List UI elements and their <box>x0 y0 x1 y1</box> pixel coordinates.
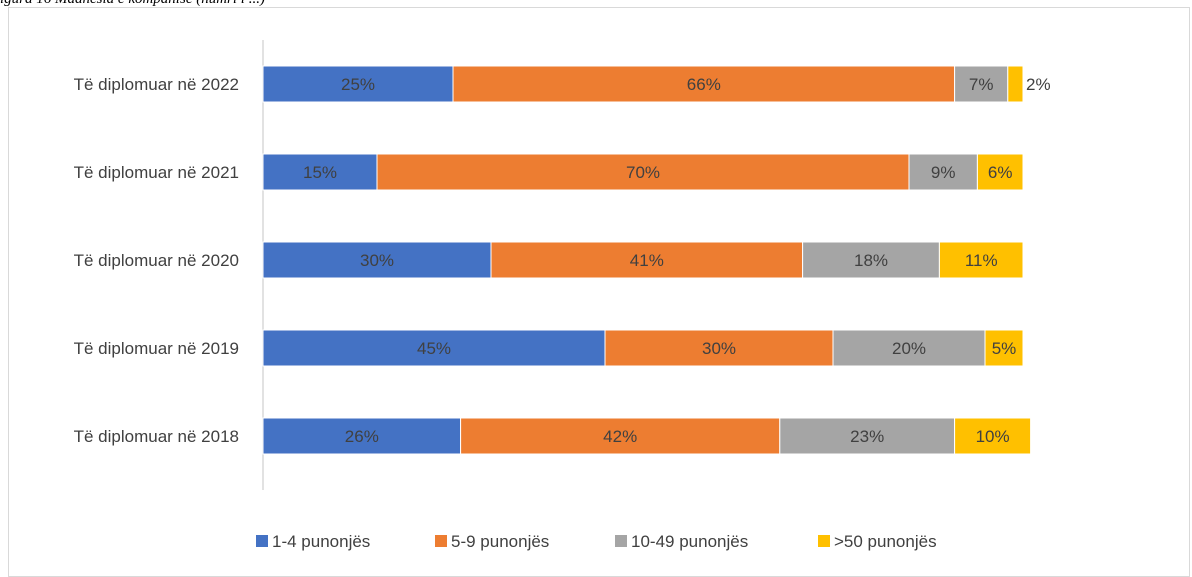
bar-segment <box>954 65 1009 103</box>
category-label: Të diplomuar në 2020 <box>74 251 239 270</box>
legend-label: 5-9 punonjës <box>451 532 549 551</box>
data-label: 5% <box>992 339 1017 358</box>
data-label: 7% <box>969 75 994 94</box>
bar-segment <box>976 153 1024 191</box>
legend-label: >50 punonjës <box>834 532 937 551</box>
bar-segment <box>262 417 462 455</box>
data-label: 70% <box>626 163 660 182</box>
bar-segment <box>1007 65 1024 103</box>
data-label: 42% <box>603 427 637 446</box>
bar-segment <box>938 241 1024 279</box>
bar-segment <box>779 417 956 455</box>
data-label: 26% <box>345 427 379 446</box>
category-label: Të diplomuar në 2019 <box>74 339 239 358</box>
bar-segment <box>376 153 910 191</box>
legend-label: 1-4 punonjës <box>272 532 370 551</box>
data-label: 66% <box>687 75 721 94</box>
data-label: 23% <box>850 427 884 446</box>
data-label: 41% <box>630 251 664 270</box>
data-label: 15% <box>303 163 337 182</box>
data-label: 45% <box>417 339 451 358</box>
bar-segment <box>954 417 1032 455</box>
bar-segment <box>490 241 804 279</box>
bar-segment <box>262 241 492 279</box>
figure-caption: igura 16 Madhësia e kompanisë (numri i .… <box>0 0 265 8</box>
chart-legend: 1-4 punonjës 5-9 punonjës 10-49 punonjës >5… <box>256 532 937 551</box>
bar-segment <box>262 153 378 191</box>
bar-segment <box>984 329 1024 367</box>
data-label: 10% <box>976 427 1010 446</box>
bar-segment <box>262 65 454 103</box>
bar-segment <box>262 329 606 367</box>
category-label: Të diplomuar në 2021 <box>74 163 239 182</box>
category-label: Të diplomuar në 2022 <box>74 75 239 94</box>
bar-segment <box>802 241 940 279</box>
bar-segment <box>908 153 978 191</box>
legend-swatch <box>256 535 268 547</box>
data-label: 2% <box>1026 75 1051 94</box>
legend-label: 10-49 punonjës <box>631 532 748 551</box>
data-label: 11% <box>965 251 998 270</box>
legend-swatch <box>615 535 627 547</box>
legend-swatch <box>435 535 447 547</box>
category-label: Të diplomuar në 2018 <box>74 427 239 446</box>
bar-segment <box>460 417 781 455</box>
data-label: 9% <box>931 163 956 182</box>
data-label: 6% <box>988 163 1013 182</box>
data-label: 30% <box>702 339 736 358</box>
data-label: 25% <box>341 75 375 94</box>
bar-segment <box>832 329 986 367</box>
bar-segment <box>604 329 834 367</box>
data-label: 18% <box>854 251 888 270</box>
bar-area: Të diplomuar në 2022 25% 66% 7% 2% Të diplomu… <box>74 40 1051 490</box>
data-label: 20% <box>892 339 926 358</box>
legend-swatch <box>818 535 830 547</box>
data-label: 30% <box>360 251 394 270</box>
